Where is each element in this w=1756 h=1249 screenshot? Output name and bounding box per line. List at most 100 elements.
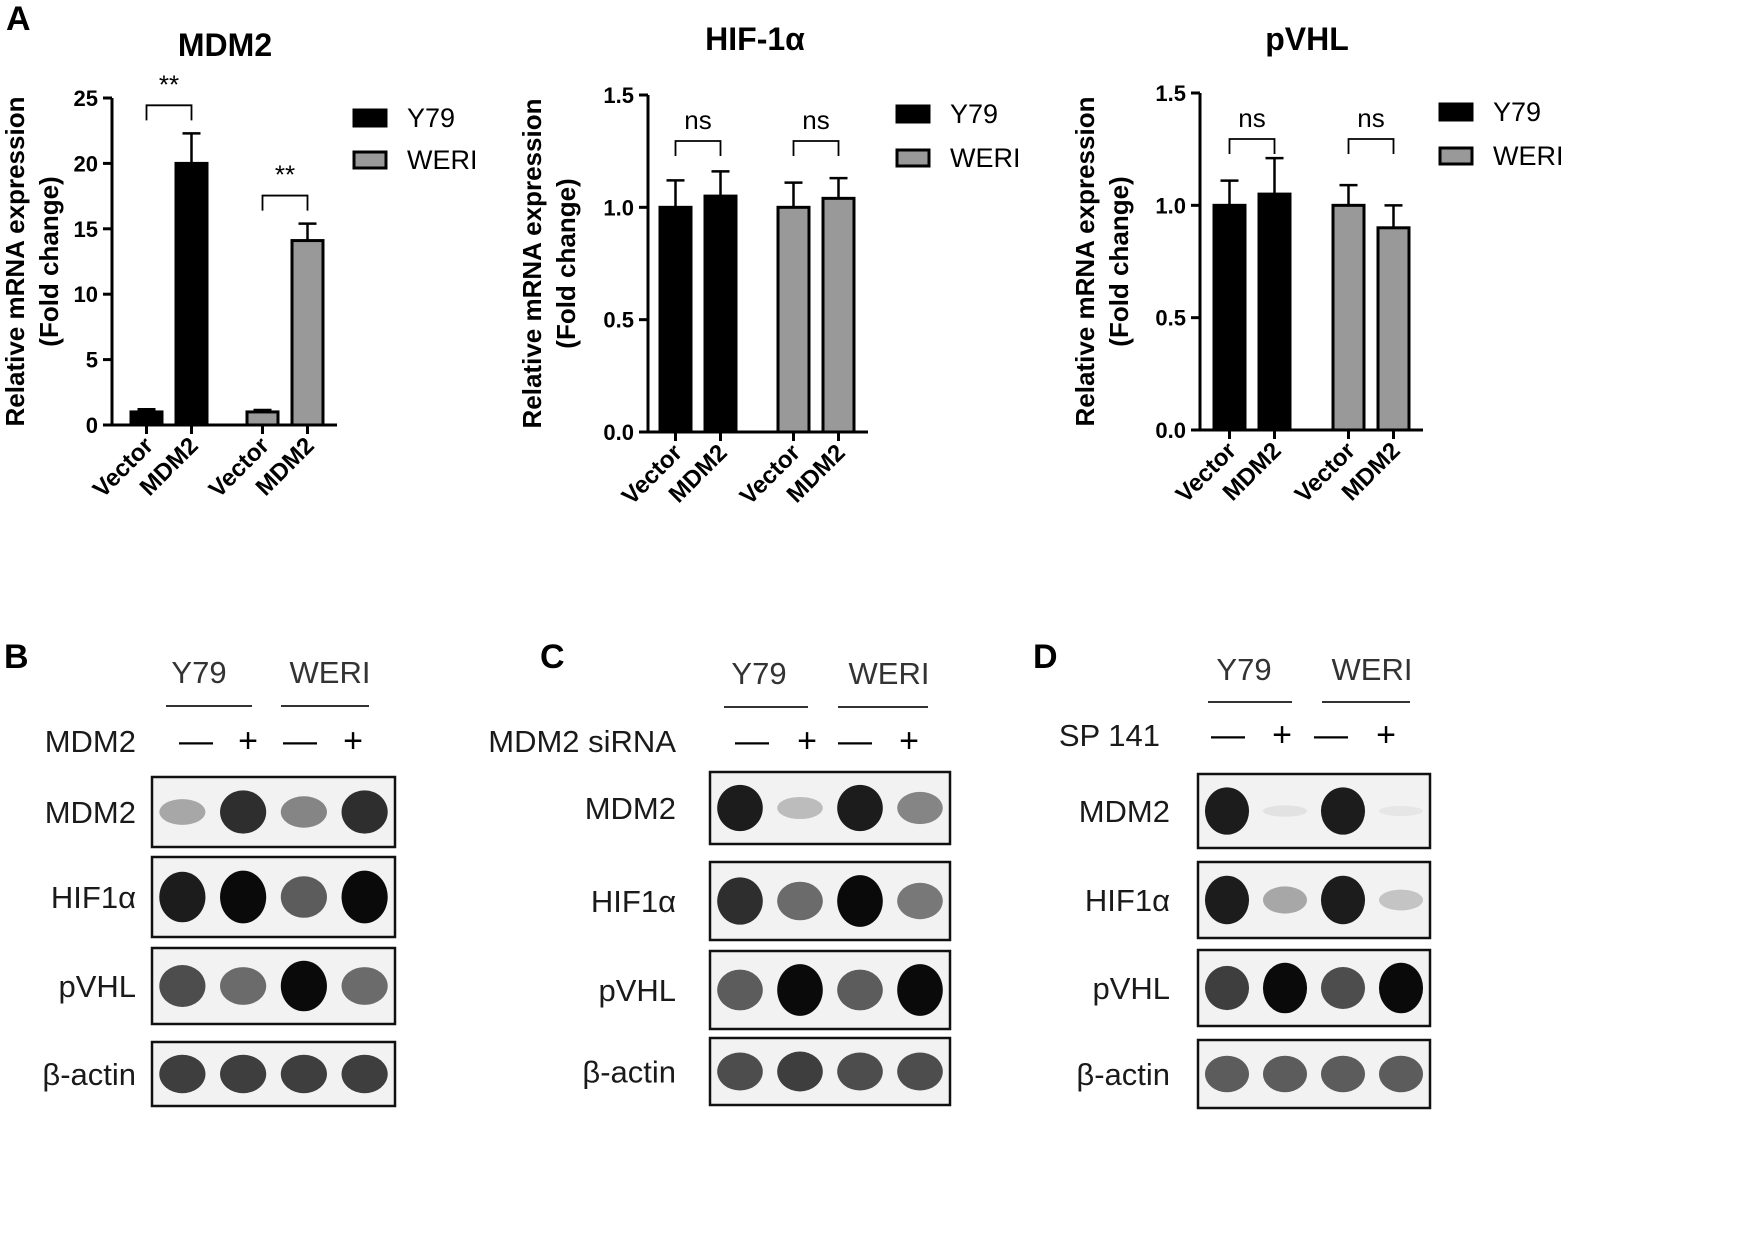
blot-band (341, 967, 388, 1005)
significance-label: ns (684, 105, 711, 135)
blot-band (1262, 1055, 1308, 1093)
blot-row-label: β-actin (1076, 1057, 1170, 1092)
blot-band (341, 870, 388, 924)
legend-swatch-weri (352, 150, 388, 170)
significance-label: ns (1238, 103, 1265, 133)
chart-title: pVHL (1265, 21, 1349, 57)
legend-label-y79: Y79 (950, 99, 998, 129)
blot-band (777, 796, 823, 820)
blot-treatment-sign: + (1272, 716, 1292, 754)
panel-letter-a: A (6, 0, 31, 38)
significance-label: ns (802, 105, 829, 135)
blot-group-label: Y79 (171, 655, 226, 690)
blot-panel-c: C Y79 WERI MDM2 siRNA — + — + MDM2 HIF1α pVHL β-act… (488, 638, 952, 1107)
blot-treatment-sign: + (797, 722, 817, 760)
bar-y79 (1257, 192, 1292, 432)
blot-band (220, 870, 267, 924)
blot-treatment-sign: + (899, 722, 919, 760)
legend-label-weri: WERI (950, 143, 1021, 173)
blot-band (837, 875, 883, 927)
y-tick-label: 5 (86, 348, 98, 373)
bar-y79 (174, 161, 209, 427)
blot-band (159, 964, 206, 1008)
blot-row-label: MDM2 (45, 795, 136, 830)
bar-weri (821, 196, 856, 434)
blot-group-label: Y79 (1216, 652, 1271, 687)
blot-row-label: HIF1α (1085, 883, 1170, 918)
blot-band (1320, 966, 1366, 1010)
blot-band (280, 876, 327, 918)
y-axis-title-line: (Fold change) (551, 178, 581, 348)
bar-weri (245, 410, 280, 427)
blot-band (897, 1052, 943, 1091)
blot-treatment-sign: — (735, 722, 769, 760)
legend-swatch-weri (895, 148, 931, 168)
blot-band (220, 967, 267, 1005)
y-tick-label: 0.0 (603, 420, 634, 445)
y-axis-title: Relative mRNA expression (Fold change) (0, 97, 64, 427)
blot-band (280, 1054, 327, 1094)
blot-row-label: pVHL (58, 969, 136, 1004)
significance-label: ** (275, 160, 295, 190)
blot-treatment-label: SP 141 (1059, 718, 1160, 753)
blot-band (837, 1052, 883, 1091)
blot-group-label: WERI (1332, 652, 1413, 687)
blot-band (1378, 805, 1424, 817)
chart-title: HIF-1α (705, 21, 805, 57)
y-tick-label: 1.5 (1155, 81, 1186, 106)
blot-band (777, 881, 823, 921)
blot-band (159, 871, 206, 923)
legend-swatch-y79 (1438, 102, 1474, 122)
blot-row-label: pVHL (598, 973, 676, 1008)
blot-band (220, 1054, 267, 1094)
chart-2: HIF-1α Relative mRNA expression (Fold chan… (517, 21, 1021, 510)
blot-treatment-sign: + (238, 722, 258, 760)
y-tick-label: 10 (74, 282, 98, 307)
blot-panel-d: D Y79 WERI SP 141 — + — + MDM2 HIF1α pVHL β-actin (1033, 638, 1432, 1110)
significance-bracket (261, 194, 309, 211)
bar-y79 (1212, 203, 1247, 432)
legend-label-weri: WERI (407, 145, 478, 175)
bar-weri (1331, 203, 1366, 432)
blot-treatment-sign: + (1376, 716, 1396, 754)
blot-band (1378, 889, 1424, 911)
blot-band (341, 790, 388, 834)
blot-band (777, 964, 823, 1016)
significance-bracket (145, 104, 193, 121)
y-tick-label: 15 (74, 217, 98, 242)
blot-row-label: HIF1α (591, 884, 676, 919)
panel-letter: B (4, 638, 29, 676)
y-tick-label: 25 (74, 86, 98, 111)
significance-label: ** (159, 69, 179, 99)
chart-1: MDM2 Relative mRNA expression (Fold change… (0, 27, 478, 503)
blot-treatment-sign: — (1211, 716, 1245, 754)
y-axis-title-line: (Fold change) (1104, 176, 1134, 346)
bar-y79 (703, 194, 738, 434)
bar-weri (776, 205, 811, 434)
blot-band (220, 790, 267, 834)
blot-treatment-sign: — (838, 722, 872, 760)
y-tick-label: 0 (86, 413, 98, 438)
blot-band (837, 784, 883, 832)
blot-treatment-sign: — (283, 722, 317, 760)
blot-treatment-sign: + (343, 722, 363, 760)
y-tick-label: 1.0 (603, 195, 634, 220)
blot-band (897, 964, 943, 1016)
blot-band (1204, 965, 1250, 1011)
chart-title: MDM2 (178, 27, 272, 63)
blot-panel-b: B Y79 WERI MDM2 — + — + MDM2 HIF1α pVHL β-actin (4, 638, 397, 1108)
legend-swatch-y79 (895, 104, 931, 124)
blot-band (717, 784, 763, 832)
blot-band (341, 1054, 388, 1094)
y-axis-title: Relative mRNA expression (Fold change) (517, 99, 581, 429)
blot-band (777, 1051, 823, 1092)
blot-band (1262, 886, 1308, 914)
y-axis-title-line: Relative mRNA expression (0, 97, 30, 427)
blot-band (1320, 1055, 1366, 1093)
blot-band (717, 969, 763, 1011)
blot-band (897, 791, 943, 825)
blot-band (280, 796, 327, 828)
blot-group-label: WERI (290, 655, 371, 690)
blot-band (280, 960, 327, 1012)
